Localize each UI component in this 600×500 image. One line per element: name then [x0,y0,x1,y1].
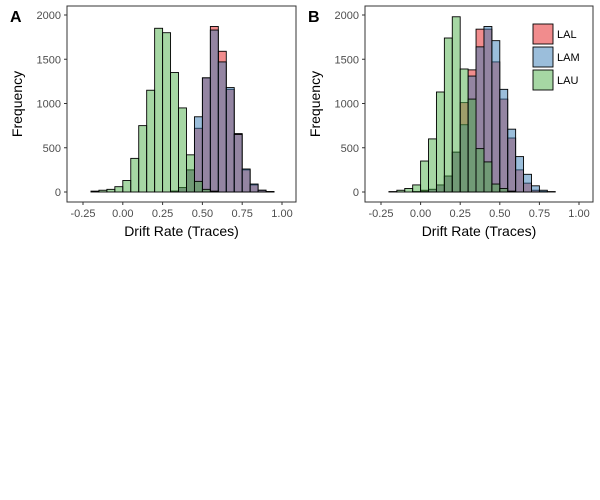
x-tick-label-a: 0.25 [152,208,173,220]
bar-lau [459,68,469,193]
bar-lau [499,188,509,193]
x-tick-label-a: -0.25 [70,208,95,220]
legend-swatch-lau [532,69,554,91]
bar-lam [507,128,517,193]
x-tick-label-b: -0.25 [368,208,393,220]
bar-lam [241,168,251,193]
bar-lam [491,40,501,193]
bar-lau [170,72,179,193]
bar-lau [475,148,485,193]
bars-b [388,16,556,193]
bar-lam [523,173,532,193]
bar-lam [209,29,219,193]
x-tick-label-b: 0.25 [449,208,470,220]
y-tick-label-b: 500 [341,143,359,155]
bar-lam [225,87,235,193]
bars-a [90,26,275,193]
y-axis-title-a: Frequency [9,71,25,137]
bar-lau [178,107,187,193]
x-tick-label-b: 0.50 [489,208,510,220]
bar-lam [249,183,259,193]
bar-lau [420,160,429,193]
x-axis-title-b: Drift Rate (Traces) [422,223,537,239]
panel-label-a: A [10,9,22,26]
bar-lau [491,183,501,193]
bar-lau [428,138,437,193]
legend-label-lal: LAL [557,29,577,41]
bar-lau [396,189,406,193]
y-tick-label-b: 1000 [335,99,359,111]
y-tick-label-a: 1500 [37,54,61,66]
legend-swatch-lam [532,46,554,68]
legend: LAL LAM LAU [532,23,580,91]
y-tick-label-a: 2000 [37,10,61,22]
bar-lam [531,185,540,193]
legend-swatch-lal [532,23,554,45]
bar-lau [483,161,493,193]
bar-lau [98,189,108,193]
y-tick-label-a: 500 [43,143,61,155]
y-tick-label-b: 1500 [335,54,359,66]
bar-lau [467,98,477,193]
bar-lau [451,16,461,193]
bar-lau [404,188,414,193]
panel-a: A 0 500 1000 1500 2000 -0.25 0.00 0.25 0.50 0.75 1.… [9,5,297,239]
x-tick-label-b: 1.00 [568,208,589,220]
bar-lau [114,186,124,193]
x-tick-label-b: 0.75 [529,208,550,220]
bar-lau [201,188,211,193]
legend-label-lam: LAM [557,52,580,64]
bar-lau [186,154,195,193]
bar-lam [193,116,203,193]
bar-lam [499,88,509,193]
bar-lam [515,156,525,193]
legend-label-lau: LAU [557,75,578,87]
bar-lam [233,134,243,193]
x-axis-title-a: Drift Rate (Traces) [124,223,239,239]
y-tick-label-b: 2000 [335,10,359,22]
bar-lau [162,32,172,193]
bar-lam [217,61,227,193]
y-tick-label-b: 0 [353,187,359,199]
bar-lau [412,184,422,193]
bar-lau [154,27,164,193]
bar-lau [146,89,156,193]
bar-lau [138,125,148,193]
x-tick-label-a: 0.50 [192,208,213,220]
x-tick-label-a: 0.75 [231,208,252,220]
x-tick-label-b: 0.00 [410,208,431,220]
x-tick-label-a: 1.00 [271,208,292,220]
bar-lau [90,190,100,193]
bar-lau [122,180,132,193]
bar-lam [201,77,211,193]
bar-lau [106,188,116,193]
bar-lau [130,157,140,193]
bar-lam [257,189,267,193]
panel-b: B 0 500 1000 1500 2000 -0.25 0.00 0.25 0.50 0.75 1.… [307,5,594,239]
bar-lam [538,189,548,193]
bar-lau [209,190,219,193]
bar-lau [443,37,453,193]
bar-lau [435,91,445,193]
y-tick-label-a: 0 [55,187,61,199]
bar-lau [507,190,517,193]
y-axis-title-b: Frequency [307,71,323,137]
y-tick-label-a: 1000 [37,99,61,111]
x-tick-label-a: 0.00 [112,208,133,220]
bar-lau [193,180,203,193]
panel-label-b: B [308,9,320,26]
